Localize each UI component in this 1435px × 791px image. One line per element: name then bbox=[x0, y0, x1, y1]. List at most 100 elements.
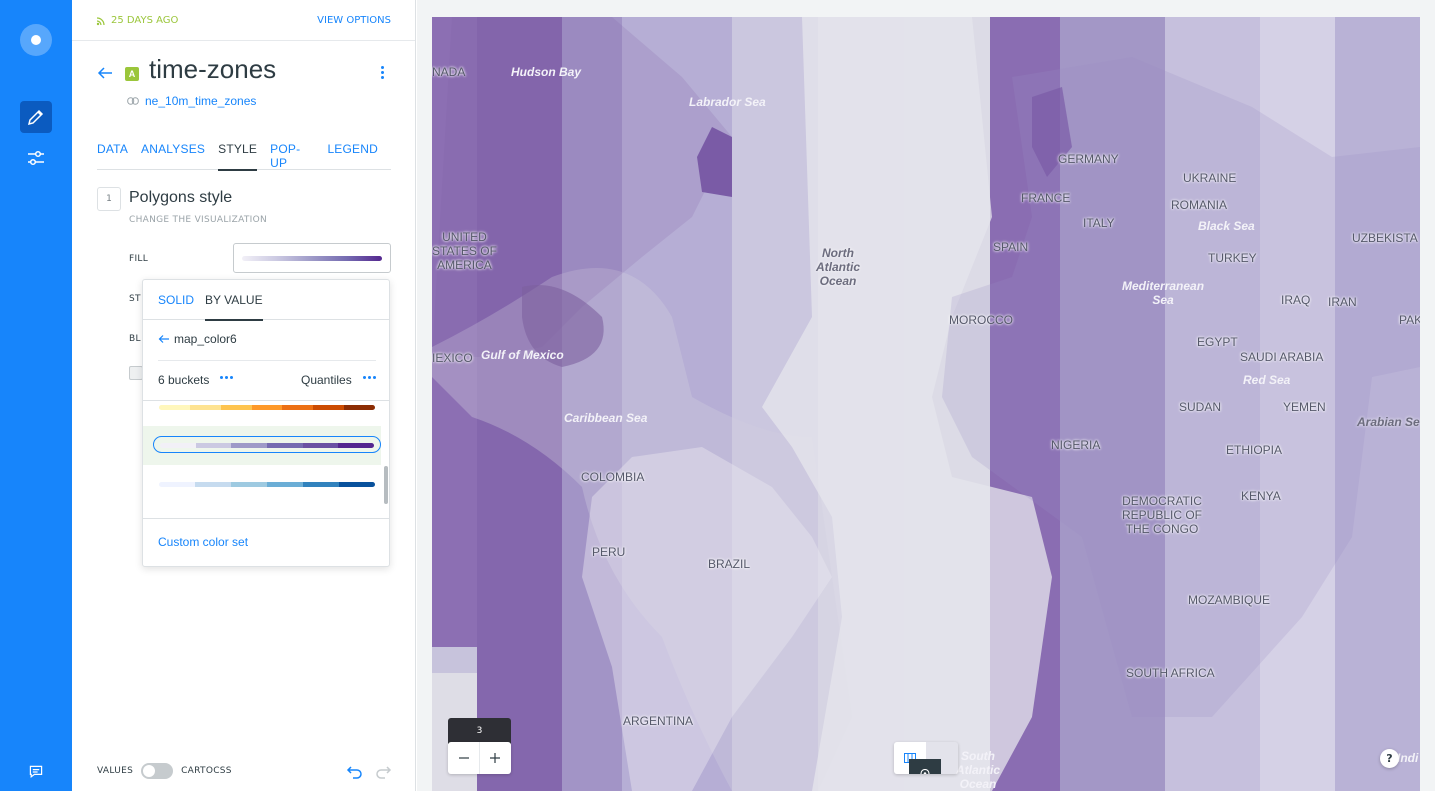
map-label-brazil: BRAZIL bbox=[708, 557, 751, 571]
map-label-red-sea: Red Sea bbox=[1243, 373, 1291, 387]
undo-icon[interactable] bbox=[346, 764, 364, 780]
tab-popup[interactable]: POP-UP bbox=[270, 142, 301, 170]
color-ramp-swatch bbox=[160, 443, 374, 448]
list-scrollbar[interactable] bbox=[384, 466, 388, 504]
map-label-iran: IRAN bbox=[1328, 295, 1357, 309]
cartocss-label: CARTOCSS bbox=[181, 766, 232, 776]
map-label-yemen: YEMEN bbox=[1283, 400, 1326, 414]
view-options-button[interactable]: VIEW OPTIONS bbox=[317, 15, 391, 26]
quantification-label[interactable]: Quantiles bbox=[301, 373, 352, 387]
edit-layers-button[interactable] bbox=[20, 101, 52, 133]
map-label-peru: PERU bbox=[592, 545, 626, 559]
map-label-morocco: MOROCCO bbox=[949, 313, 1013, 327]
tab-legend[interactable]: LEGEND bbox=[327, 142, 378, 156]
ramp-color-step bbox=[189, 405, 221, 410]
fill-ramp-preview bbox=[242, 256, 382, 261]
kebab-dot bbox=[380, 75, 384, 79]
layer-title[interactable]: time-zones bbox=[149, 54, 277, 84]
map-label-turkey: TURKEY bbox=[1208, 251, 1257, 265]
map-pin-icon bbox=[920, 768, 930, 774]
stroke-label: ST bbox=[129, 294, 141, 304]
tab-style[interactable]: STYLE bbox=[218, 140, 258, 171]
tab-solid[interactable]: SOLID bbox=[158, 293, 195, 307]
ramp-color-step bbox=[160, 443, 196, 448]
map-label-india-ocean: Indi bbox=[1397, 751, 1419, 765]
map-label-sudan: SUDAN bbox=[1179, 400, 1222, 414]
source-dataset-link[interactable]: ne_10m_time_zones bbox=[145, 94, 257, 108]
time-zone-map[interactable] bbox=[432, 17, 1420, 791]
plus-icon bbox=[490, 753, 500, 763]
ramp-color-step bbox=[303, 482, 339, 487]
map-label-mexico: IEXICO bbox=[432, 351, 473, 365]
tab-analyses[interactable]: ANALYSES bbox=[141, 142, 206, 156]
widgets-button[interactable] bbox=[20, 142, 52, 174]
values-label: VALUES bbox=[97, 766, 134, 776]
map-area: NADA Hudson Bay Labrador Sea UNITED STAT… bbox=[417, 0, 1435, 791]
buckets-label[interactable]: 6 buckets bbox=[158, 373, 210, 387]
custom-color-set-link[interactable]: Custom color set bbox=[158, 535, 249, 549]
back-arrow-icon[interactable] bbox=[96, 64, 114, 82]
map-label-labrador-sea: Labrador Sea bbox=[689, 95, 766, 109]
map-label-nigeria: NIGERIA bbox=[1051, 438, 1101, 452]
layer-options-menu[interactable] bbox=[372, 62, 392, 82]
redo-icon[interactable] bbox=[374, 764, 392, 780]
ramp-color-step bbox=[195, 443, 232, 448]
map-label-south-atlantic: South Atlantic Ocean bbox=[956, 749, 1001, 791]
ramp-color-step bbox=[282, 405, 314, 410]
sliders-icon bbox=[28, 150, 44, 166]
quantification-more-button[interactable] bbox=[363, 376, 376, 379]
step-number: 1 bbox=[97, 187, 121, 211]
feedback-button[interactable] bbox=[24, 760, 48, 784]
option-checkbox[interactable] bbox=[129, 366, 143, 380]
ramp-color-step bbox=[344, 405, 375, 410]
color-ramp-option[interactable] bbox=[143, 465, 381, 504]
map-label-mozambique: MOZAMBIQUE bbox=[1188, 593, 1271, 607]
fill-color-picker[interactable] bbox=[233, 243, 391, 273]
ramp-color-step bbox=[195, 482, 231, 487]
divider bbox=[143, 400, 389, 401]
map-label-colombia: COLOMBIA bbox=[581, 470, 645, 484]
color-ramp-option-selected[interactable] bbox=[143, 426, 381, 465]
cartocss-toggle[interactable] bbox=[141, 763, 174, 779]
map-label-pakistan: PAK bbox=[1399, 313, 1420, 327]
tab-by-value[interactable]: BY VALUE bbox=[205, 293, 263, 321]
map-label-mediterranean: Mediterranean Sea bbox=[1122, 279, 1205, 307]
map-label-canada: NADA bbox=[432, 65, 466, 79]
column-back-button[interactable]: map_color6 bbox=[158, 332, 237, 346]
map-label-egypt: EGYPT bbox=[1197, 335, 1238, 349]
color-ramp-option[interactable] bbox=[143, 387, 381, 426]
code-toggle-row: VALUES CARTOCSS bbox=[97, 763, 232, 779]
color-ramp-swatch bbox=[159, 405, 375, 410]
ramp-color-step bbox=[313, 405, 345, 410]
minus-icon bbox=[458, 757, 469, 759]
layer-letter-badge: A bbox=[125, 67, 139, 81]
zoom-out-button[interactable] bbox=[448, 742, 479, 774]
tab-data[interactable]: DATA bbox=[97, 142, 129, 156]
map-label-germany: GERMANY bbox=[1058, 152, 1119, 166]
dot bbox=[220, 376, 223, 379]
map-label-usa: UNITED STATES OF AMERICA bbox=[432, 230, 497, 272]
source-row: ne_10m_time_zones bbox=[127, 94, 256, 108]
last-updated: 25 DAYS AGO bbox=[96, 15, 178, 26]
panel-topbar: 25 DAYS AGO VIEW OPTIONS bbox=[72, 0, 415, 41]
map-canvas[interactable]: NADA Hudson Bay Labrador Sea UNITED STAT… bbox=[432, 17, 1420, 791]
map-label-spain: SPAIN bbox=[993, 240, 1029, 254]
divider bbox=[158, 360, 376, 361]
carto-logo-icon[interactable] bbox=[20, 24, 52, 56]
buckets-more-button[interactable] bbox=[220, 376, 233, 379]
ramp-color-step bbox=[231, 482, 267, 487]
ramp-color-step bbox=[339, 482, 375, 487]
map-label-saudi-arabia: SAUDI ARABIA bbox=[1240, 350, 1324, 364]
last-updated-text: 25 DAYS AGO bbox=[111, 15, 179, 26]
help-button[interactable]: ? bbox=[1380, 749, 1399, 768]
chat-icon bbox=[29, 765, 43, 778]
map-label-caribbean-sea: Caribbean Sea bbox=[564, 411, 648, 425]
pencil-icon bbox=[27, 109, 44, 126]
kebab-dot bbox=[380, 70, 384, 74]
dot bbox=[373, 376, 376, 379]
map-label-kenya: KENYA bbox=[1241, 489, 1281, 503]
map-label-italy: ITALY bbox=[1083, 216, 1115, 230]
section-subtitle: CHANGE THE VISUALIZATION bbox=[129, 215, 268, 225]
zoom-in-button[interactable] bbox=[479, 742, 510, 774]
map-view-button[interactable] bbox=[909, 759, 941, 774]
